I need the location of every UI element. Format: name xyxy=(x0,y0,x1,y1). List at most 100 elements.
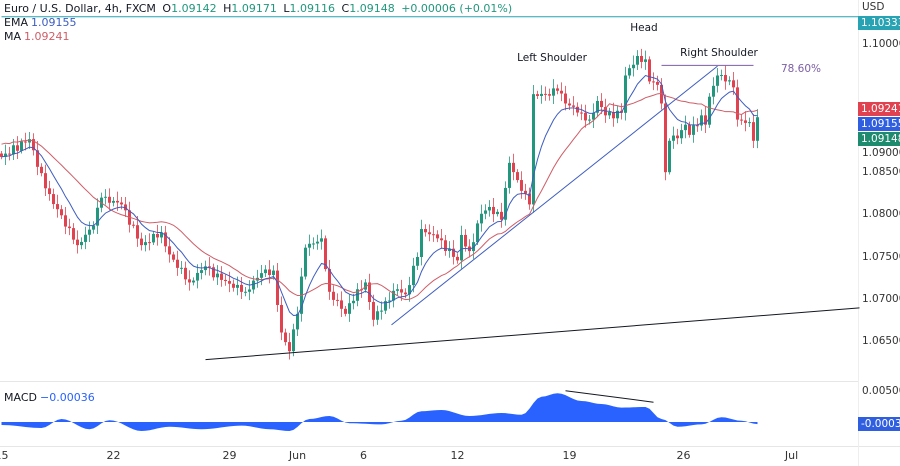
candle-body xyxy=(744,120,747,123)
candle-body xyxy=(528,193,531,205)
high-value: 1.09171 xyxy=(231,2,277,15)
ema-legend[interactable]: EMA 1.09155 xyxy=(4,16,79,29)
candle-body xyxy=(52,194,55,205)
candle-body xyxy=(144,242,147,246)
candle-body xyxy=(476,223,479,243)
candle-body xyxy=(68,226,71,229)
candle-body xyxy=(396,289,399,291)
candle-body xyxy=(428,232,431,235)
ohlc-open: O1.09142 xyxy=(162,2,216,15)
candle-body xyxy=(376,311,379,320)
candle-body xyxy=(344,308,347,314)
candle-body xyxy=(180,267,183,269)
candle-body xyxy=(588,119,591,121)
candle-body xyxy=(596,100,599,113)
candle-body xyxy=(640,55,643,62)
ema-label: EMA xyxy=(4,16,28,29)
candle-body xyxy=(580,112,583,114)
candle-body xyxy=(148,242,151,244)
candle-body xyxy=(484,210,487,214)
candle-body xyxy=(516,172,519,181)
ma-line xyxy=(1,92,758,301)
change-value: +0.00006 (+0.01%) xyxy=(401,2,513,15)
currency-label: USD xyxy=(862,1,885,13)
candle-body xyxy=(676,135,679,139)
candle-body xyxy=(652,81,655,83)
candle-body xyxy=(408,285,411,295)
candle-body xyxy=(504,187,507,220)
macd-legend[interactable]: MACD −0.00036 xyxy=(4,391,98,404)
candle-body xyxy=(572,105,575,107)
candle-body xyxy=(48,188,51,195)
left-shoulder-label: Left Shoulder xyxy=(517,52,587,64)
candle-body xyxy=(116,200,119,203)
candle-body xyxy=(688,124,691,135)
close-label: C xyxy=(341,2,350,15)
candle-body xyxy=(368,282,371,303)
candle-body xyxy=(208,266,211,268)
candle-body xyxy=(628,68,631,76)
low-value: 1.09116 xyxy=(289,2,336,15)
candle-body xyxy=(440,238,443,241)
ma-label: MA xyxy=(4,30,22,43)
candle-body xyxy=(372,302,375,320)
candle-body xyxy=(388,300,391,302)
candle-body xyxy=(508,162,511,188)
candle-body xyxy=(120,202,123,205)
close-value: 1.09148 xyxy=(349,2,395,15)
ohlc-high: H1.09171 xyxy=(223,2,277,15)
candle-body xyxy=(536,94,539,96)
candle-body xyxy=(220,273,223,280)
candle-body xyxy=(728,80,731,82)
candle-body xyxy=(28,139,31,143)
candle-body xyxy=(224,279,227,282)
candle-body xyxy=(632,64,635,69)
candle-body xyxy=(416,257,419,266)
candle-body xyxy=(512,162,515,173)
ma-legend[interactable]: MA 1.09241 xyxy=(4,30,73,43)
candle-body xyxy=(236,284,239,288)
candle-body xyxy=(44,173,47,189)
price-tick-label: 1.07000 xyxy=(862,292,900,305)
macd-badge: -0.00036 xyxy=(858,417,900,432)
candle-body xyxy=(576,106,579,113)
candle-body xyxy=(424,229,427,233)
candle-body xyxy=(108,196,111,203)
candle-body xyxy=(560,90,563,94)
candle-body xyxy=(252,280,255,290)
candle-body xyxy=(380,310,383,312)
ohlc-low: L1.09116 xyxy=(283,2,335,15)
candle-body xyxy=(404,292,407,295)
ma-value: 1.09241 xyxy=(24,30,70,43)
candle-body xyxy=(352,300,355,304)
candle-body xyxy=(36,150,39,167)
candle-body xyxy=(168,246,171,255)
candle-body xyxy=(248,289,251,292)
candle-body xyxy=(272,270,275,275)
candle-body xyxy=(680,130,683,139)
candle-body xyxy=(308,243,311,248)
candle-body xyxy=(696,125,699,127)
candle-body xyxy=(660,84,663,104)
candle-body xyxy=(0,153,3,157)
high-label: H xyxy=(223,2,232,15)
candle-body xyxy=(316,241,319,244)
candle-body xyxy=(656,81,659,85)
candle-body xyxy=(64,215,67,227)
candle-body xyxy=(704,115,707,125)
candle-body xyxy=(448,248,451,251)
open-label: O xyxy=(162,2,172,15)
candle-body xyxy=(724,75,727,82)
candle-body xyxy=(320,238,323,242)
price-tick-label: 1.10000 xyxy=(862,38,900,51)
candle-body xyxy=(708,96,711,125)
date-tick-label: 15 xyxy=(0,449,9,462)
candle-body xyxy=(268,269,271,275)
candle-body xyxy=(524,190,527,194)
ohlc-close: C1.09148 xyxy=(342,2,395,15)
date-tick-label: 29 xyxy=(222,449,237,462)
candle-body xyxy=(568,103,571,106)
price-badge: 1.09148 xyxy=(858,132,900,147)
